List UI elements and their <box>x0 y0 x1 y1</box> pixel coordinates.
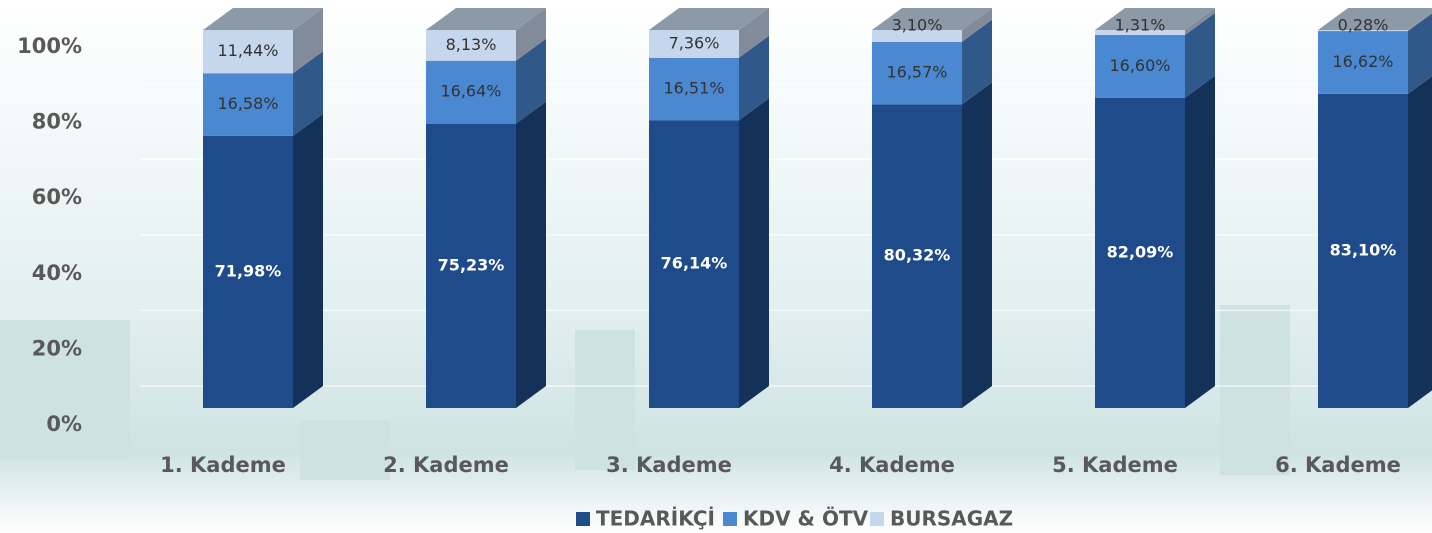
value-label: 71,98% <box>215 261 282 280</box>
value-label: 82,09% <box>1107 242 1174 261</box>
bar-side <box>516 102 546 408</box>
x-tick-label: 4. Kademe <box>829 453 955 477</box>
value-label: 80,32% <box>884 246 951 265</box>
x-tick-label: 2. Kademe <box>383 453 509 477</box>
y-tick-label: 100% <box>17 34 82 58</box>
x-tick-label: 1. Kademe <box>160 453 286 477</box>
legend-label: BURSAGAZ <box>890 507 1013 531</box>
bar-side <box>293 114 323 408</box>
y-tick-label: 80% <box>32 110 82 134</box>
value-label: 75,23% <box>438 255 505 274</box>
bar-side <box>1408 72 1432 408</box>
legend-swatch <box>723 512 737 526</box>
value-label: 3,10% <box>892 16 943 35</box>
y-tick-label: 0% <box>46 412 82 436</box>
value-label: 7,36% <box>669 33 720 52</box>
value-label: 0,28% <box>1338 16 1389 35</box>
value-label: 16,64% <box>440 82 501 101</box>
legend-swatch <box>870 512 884 526</box>
value-label: 1,31% <box>1115 16 1166 35</box>
legend-label: TEDARİKÇİ <box>596 507 715 531</box>
x-tick-label: 6. Kademe <box>1275 453 1401 477</box>
chart: 0% 20% 40% 60% 80% 100% 71,98% 16,58% 11,44% 1. K… <box>0 0 1432 533</box>
value-label: 16,57% <box>886 63 947 82</box>
value-label: 76,14% <box>661 254 728 273</box>
value-label: 8,13% <box>446 35 497 54</box>
bar-side <box>739 98 769 408</box>
value-label: 11,44% <box>217 41 278 60</box>
bar-side <box>962 82 992 408</box>
value-label: 16,51% <box>663 78 724 97</box>
value-label: 83,10% <box>1330 240 1397 259</box>
value-label: 16,60% <box>1109 56 1170 75</box>
y-tick-label: 20% <box>32 336 82 360</box>
legend-swatch <box>576 512 590 526</box>
y-tick-label: 60% <box>32 185 82 209</box>
value-label: 16,58% <box>217 94 278 113</box>
legend-label: KDV & ÖTV <box>743 507 869 531</box>
x-tick-label: 5. Kademe <box>1052 453 1178 477</box>
value-label: 16,62% <box>1332 52 1393 71</box>
y-tick-label: 40% <box>32 261 82 285</box>
bar-side <box>1185 76 1215 408</box>
x-tick-label: 3. Kademe <box>606 453 732 477</box>
